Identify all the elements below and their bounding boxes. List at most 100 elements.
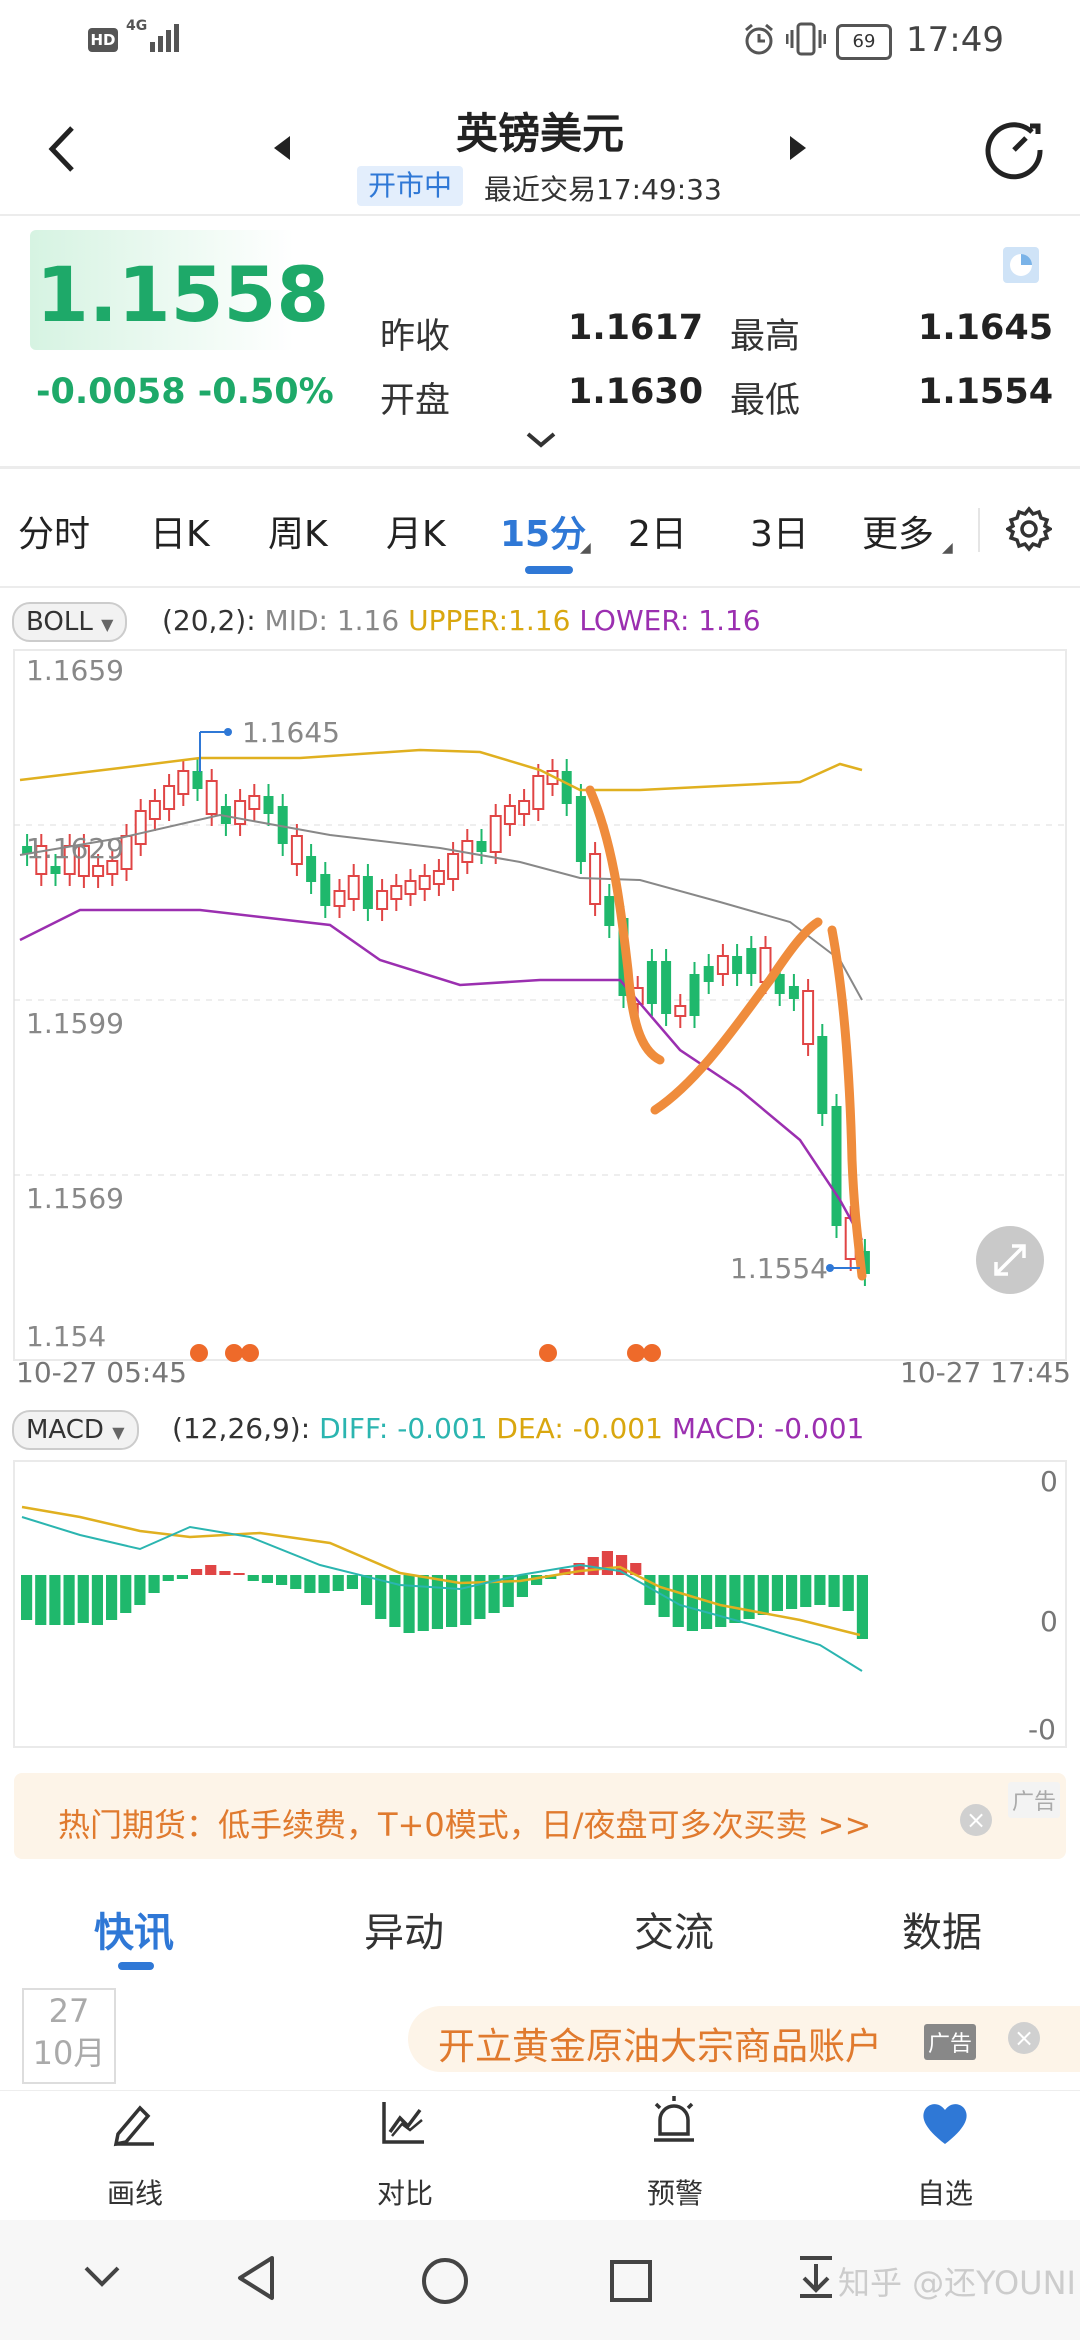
- macd-bar: [304, 1575, 316, 1593]
- back-icon[interactable]: [44, 124, 80, 174]
- news-tab-3[interactable]: 数据: [902, 1910, 982, 1956]
- macd-bar: [176, 1575, 188, 1579]
- quote-divider: [0, 466, 1080, 469]
- tab-5[interactable]: 2日: [628, 514, 687, 555]
- boll-upper-line: [19, 748, 863, 792]
- macd-chart[interactable]: 0 0 -0: [0, 1455, 1080, 1755]
- nav-recents-icon[interactable]: [608, 2258, 654, 2304]
- account-ad-text[interactable]: 开立黄金原油大宗商品账户: [438, 2025, 882, 2068]
- macd-bar: [261, 1575, 273, 1583]
- macd-bar: [771, 1575, 783, 1611]
- candle-body: [390, 885, 403, 900]
- macd-bar: [502, 1575, 514, 1607]
- candle-body: [290, 835, 303, 865]
- y-tick-label: 1.1599: [26, 1007, 124, 1040]
- y-tick-label: 1.1569: [26, 1182, 124, 1215]
- tab-0[interactable]: 分时: [18, 514, 91, 555]
- candles: [22, 759, 870, 1286]
- alarm-icon[interactable]: [648, 2094, 700, 2148]
- current-price: 1.1558: [36, 250, 330, 339]
- low-value: 1.1554: [918, 372, 1054, 412]
- tab-corner-icon: ◢: [942, 540, 953, 556]
- close-icon[interactable]: ×: [1008, 2022, 1040, 2054]
- expand-chevron-icon[interactable]: [526, 432, 556, 448]
- news-tab-0[interactable]: 快讯: [94, 1910, 174, 1956]
- chevron-down-icon[interactable]: [82, 2264, 122, 2288]
- toolbar-label-3[interactable]: 自选: [916, 2177, 973, 2210]
- tab-6[interactable]: 3日: [750, 514, 809, 555]
- candle-body: [817, 1036, 828, 1114]
- macd-dea: DEA: -0.001: [496, 1412, 663, 1445]
- news-tab-2[interactable]: 交流: [634, 1910, 714, 1956]
- news-date-day: 27: [48, 1992, 90, 2030]
- macd-bar: [715, 1575, 727, 1627]
- tab-4[interactable]: 15分: [500, 514, 587, 555]
- ad-banner-text[interactable]: 热门期货：低手续费，T+0模式，日/夜盘可多次买卖 >>: [58, 1806, 872, 1844]
- macd-y-label: 0: [1040, 1465, 1058, 1498]
- event-dot: [225, 1344, 243, 1362]
- dropdown-caret-icon: ▼: [101, 615, 114, 634]
- candle-body: [418, 875, 431, 890]
- candle-body: [674, 1005, 687, 1017]
- macd-bar: [601, 1551, 613, 1575]
- refresh-icon[interactable]: [982, 118, 1046, 182]
- macd-bar: [361, 1575, 373, 1605]
- macd-bar: [616, 1555, 628, 1575]
- candle-body: [575, 796, 586, 862]
- macd-selector[interactable]: MACD ▼: [12, 1410, 139, 1450]
- chart-frame: [13, 649, 1067, 1361]
- boll-mid: MID: 1.16: [264, 604, 400, 637]
- candle-body: [476, 841, 487, 852]
- download-icon[interactable]: [796, 2254, 836, 2300]
- macd-bar: [743, 1575, 755, 1619]
- macd-bar: [531, 1575, 543, 1585]
- nav-back-icon[interactable]: [234, 2254, 278, 2302]
- candle-body: [447, 853, 460, 880]
- macd-bar: [233, 1573, 245, 1575]
- candle-body: [646, 961, 657, 1004]
- prev-close-label: 昨收: [380, 317, 451, 357]
- tab-7[interactable]: 更多: [862, 514, 935, 555]
- vibrate-icon: [786, 22, 826, 56]
- change-value: -0.0058: [36, 372, 186, 412]
- clock: 17:49: [906, 20, 1004, 60]
- macd-bar: [446, 1575, 458, 1627]
- tab-3[interactable]: 月K: [386, 514, 446, 555]
- boll-params: (20,2):: [162, 604, 256, 637]
- macd-bar: [77, 1575, 89, 1623]
- close-icon[interactable]: ×: [960, 1804, 992, 1836]
- macd-bar: [290, 1575, 302, 1589]
- candle-body: [177, 770, 190, 795]
- boll-selector[interactable]: BOLL ▼: [12, 602, 128, 642]
- prev-symbol-icon[interactable]: [270, 134, 294, 162]
- news-tab-1[interactable]: 异动: [364, 1910, 444, 1956]
- low-marker-label: 1.1554: [730, 1252, 828, 1285]
- candlestick-chart[interactable]: 1.1645 1.1554 1.1659 1.1629 1.1599 1.156…: [0, 640, 1080, 1410]
- pen-icon[interactable]: [110, 2098, 160, 2148]
- macd-bar: [276, 1575, 288, 1585]
- candle-body: [503, 805, 516, 825]
- event-markers: [190, 1344, 661, 1362]
- high-marker-dot: [224, 728, 232, 736]
- macd-bar: [686, 1575, 698, 1631]
- macd-bar: [644, 1575, 656, 1605]
- watermark: 知乎 @还YOUNI: [838, 2264, 1076, 2302]
- next-symbol-icon[interactable]: [786, 134, 810, 162]
- battery-icon: 69: [836, 24, 892, 60]
- ad-banner[interactable]: [14, 1773, 1066, 1859]
- macd-bar: [35, 1575, 47, 1625]
- toolbar-label-0[interactable]: 画线: [106, 2177, 163, 2210]
- tab-2[interactable]: 周K: [268, 514, 328, 555]
- settings-gear-icon[interactable]: [1006, 506, 1052, 552]
- tab-1[interactable]: 日K: [150, 514, 210, 555]
- nav-home-icon[interactable]: [420, 2256, 470, 2306]
- heart-icon[interactable]: [920, 2100, 970, 2146]
- pie-chart-icon[interactable]: [1002, 246, 1040, 284]
- toolbar-label-2[interactable]: 预警: [646, 2177, 703, 2210]
- macd-bar: [318, 1575, 330, 1593]
- toolbar-label-1[interactable]: 对比: [376, 2177, 433, 2210]
- candle-body: [134, 810, 147, 845]
- macd-bar: [247, 1575, 259, 1581]
- macd-bar: [21, 1575, 33, 1620]
- compare-chart-icon[interactable]: [378, 2098, 428, 2148]
